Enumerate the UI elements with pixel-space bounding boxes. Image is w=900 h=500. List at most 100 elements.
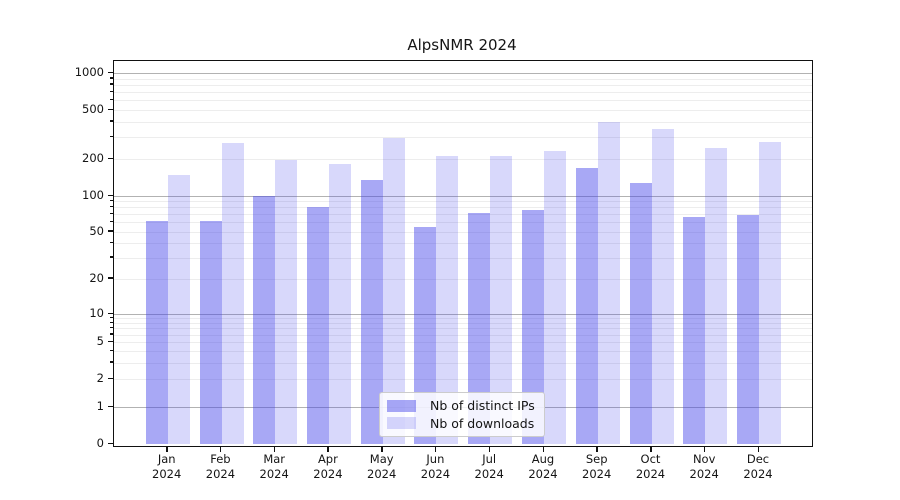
x-tick-label: Aug 2024 [528, 452, 558, 481]
plot-area [113, 60, 813, 447]
gridline-minor [114, 328, 812, 330]
y-minor-tick [110, 316, 113, 319]
x-tick-label: Jan 2024 [152, 452, 182, 481]
bar-ips-nov [683, 217, 706, 444]
x-tick [703, 446, 706, 452]
legend-entry-downloads: Nb of downloads [387, 416, 537, 431]
bar-ips-jul [468, 212, 491, 444]
y-tick-label: 500 [82, 102, 104, 116]
y-tick-label: 10 [89, 306, 104, 320]
y-tick-label: 20 [89, 270, 104, 285]
gridline-minor [114, 110, 812, 111]
x-tick [596, 446, 598, 452]
y-tick-label: 100 [82, 188, 104, 202]
legend-swatch-distinct-ips [387, 399, 416, 412]
x-tick [327, 446, 329, 452]
y-tick [108, 405, 113, 407]
gridline-minor [114, 231, 812, 233]
y-minor-tick [110, 199, 113, 202]
y-minor-tick [110, 212, 113, 215]
y-minor-tick [110, 256, 113, 258]
x-tick [542, 446, 544, 452]
bar-ips-dec [737, 215, 759, 444]
bar-downloads-jan [167, 175, 190, 444]
gridline-minor [114, 278, 812, 280]
y-minor-tick [110, 220, 113, 223]
y-minor-tick [110, 333, 113, 335]
y-minor-tick [110, 361, 113, 363]
bar-downloads-nov [705, 147, 728, 444]
gridline-minor [114, 159, 812, 160]
y-tick [108, 157, 113, 159]
x-tick-label: Jun 2024 [420, 452, 451, 481]
y-minor-tick [110, 321, 113, 323]
gridline-minor [114, 334, 812, 336]
x-tick [381, 446, 383, 452]
y-minor-tick [110, 326, 113, 329]
bar-downloads-may [382, 138, 405, 444]
bar-downloads-mar [275, 160, 298, 444]
bar-ips-oct [629, 183, 652, 444]
gridline-major [114, 73, 812, 74]
y-minor-tick [110, 135, 113, 138]
bar-downloads-dec [759, 141, 781, 444]
y-minor-tick [110, 83, 113, 85]
gridline-minor [114, 342, 812, 343]
gridline-minor [114, 257, 812, 259]
bar-ips-jun [414, 226, 437, 444]
gridline-minor [114, 121, 812, 123]
gridline-minor [114, 78, 812, 80]
gridline-major [114, 196, 812, 197]
y-tick [108, 230, 113, 232]
plot-canvas [114, 61, 812, 444]
y-minor-tick [110, 120, 113, 122]
gridline-minor [114, 243, 812, 244]
bar-downloads-jun [436, 155, 459, 444]
x-tick [273, 446, 276, 452]
bar-downloads-jul [490, 156, 513, 444]
bar-ips-may [360, 180, 383, 444]
gridline-minor [114, 214, 812, 216]
y-tick-label: 1 [96, 399, 104, 413]
chart-title: AlpsNMR 2024 [407, 36, 517, 54]
x-tick [166, 446, 168, 452]
legend-entry-distinct-ips: Nb of distinct IPs [387, 398, 537, 413]
y-tick-label: 0 [96, 436, 104, 450]
bar-ips-apr [306, 206, 329, 444]
y-tick [108, 312, 113, 314]
y-tick [108, 377, 113, 379]
gridline-minor [114, 84, 812, 86]
legend-label-distinct-ips: Nb of distinct IPs [430, 398, 535, 414]
bar-ips-aug [521, 210, 544, 444]
y-tick-label: 5 [96, 334, 104, 348]
gridline-minor [114, 222, 812, 224]
y-tick-label: 200 [82, 151, 104, 165]
bar-downloads-aug [543, 151, 566, 444]
gridline-minor [114, 207, 812, 209]
bar-downloads-apr [328, 164, 351, 444]
bar-ips-jan [145, 221, 168, 444]
bar-ips-feb [199, 221, 222, 444]
y-minor-tick [110, 98, 113, 101]
x-tick-label: May 2024 [367, 452, 397, 481]
legend: Nb of distinct IPs Nb of downloads [379, 392, 545, 437]
x-tick-label: Apr 2024 [313, 452, 343, 481]
x-tick-label: Jul 2024 [474, 452, 504, 481]
y-tick [108, 277, 113, 279]
y-tick [108, 340, 113, 342]
gridline-major [114, 314, 812, 315]
gridline-minor [114, 137, 812, 139]
bar-ips-sep [575, 168, 598, 444]
y-tick-label: 50 [89, 223, 104, 238]
gridline-minor [114, 100, 812, 102]
gridline-minor [114, 379, 812, 380]
y-tick [108, 194, 113, 196]
bar-downloads-feb [221, 142, 244, 444]
legend-swatch-downloads [387, 417, 416, 430]
legend-label-downloads: Nb of downloads [430, 415, 535, 431]
x-tick [757, 446, 759, 452]
bar-ips-mar [253, 196, 276, 444]
y-tick [108, 108, 113, 110]
x-tick [488, 446, 491, 452]
